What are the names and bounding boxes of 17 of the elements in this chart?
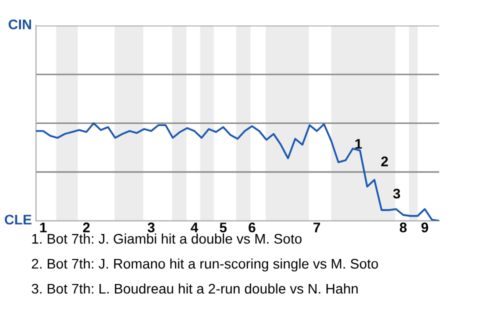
- x-tick-label: 7: [314, 222, 320, 232]
- x-tick-label: 5: [220, 222, 227, 232]
- x-tick-label: 8: [400, 222, 407, 232]
- text: 3. Bot 7th: L. Boudreau hit a 2-run double vs N. Hahn: [32, 283, 358, 294]
- annotation: 2: [381, 156, 388, 166]
- text: 1. Bot 7th: J. Giambi hit a double vs M. Soto: [32, 234, 302, 244]
- x-tick-label: 1: [40, 222, 47, 232]
- x-tick-label: 6: [248, 222, 256, 232]
- text: CLE: [4, 214, 32, 225]
- annotation: 3: [393, 188, 400, 199]
- x-tick-label: 2: [83, 222, 90, 232]
- x-tick-label: 3: [148, 222, 155, 232]
- annotation: 1: [355, 139, 362, 149]
- x-tick-label: 4: [190, 222, 198, 232]
- text: 2. Bot 7th: J. Romano hit a run-scoring single vs M. Soto: [32, 258, 378, 272]
- x-tick-label: 9: [421, 222, 428, 232]
- text: CIN: [8, 19, 32, 30]
